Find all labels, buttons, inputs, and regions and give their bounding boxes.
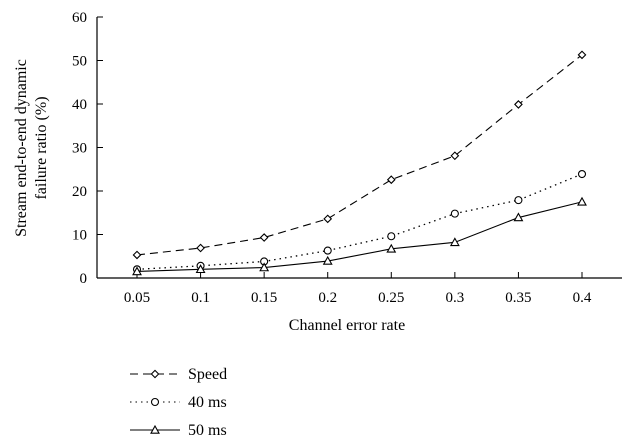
y-tick-label: 60 [72,10,87,26]
data-point [322,255,333,265]
series-diamond [132,50,587,260]
legend-label: Speed [188,366,227,383]
x-tick-label: 0.35 [505,290,531,306]
data-point [196,243,205,253]
data-point [132,250,142,260]
legend-label: 40 ms [188,394,227,411]
legend-item: 40 ms [130,394,227,411]
data-point [450,151,460,161]
data-point [132,266,142,276]
y-tick-label: 40 [72,97,87,113]
x-axis-label: Channel error rate [289,317,405,334]
y-tick-label: 0 [80,271,88,287]
y-axis-label-line-1: Stream end-to-end dynamic [13,59,30,237]
series-line [136,201,583,273]
data-point [323,214,333,224]
data-point [259,233,269,242]
data-point [514,100,523,109]
x-tick-label: 0.3 [445,290,464,306]
axes [96,17,622,279]
legend-item: Speed [130,366,227,383]
data-point [386,175,396,185]
data-point [450,209,459,218]
y-tick-label: 20 [72,184,87,200]
data-point [195,264,206,274]
legend-item: 50 ms [130,422,227,439]
legend-marker [150,369,160,379]
series-line [136,54,583,256]
legend-marker [150,397,160,407]
legend-label: 50 ms [188,422,227,439]
x-tick-label: 0.1 [191,290,210,306]
data-point [513,212,524,222]
y-axis-label-line-2: failure ratio (%) [33,96,50,199]
y-tick-label: 50 [72,54,87,70]
data-point [323,246,332,255]
y-tick-label: 10 [72,228,87,244]
x-tick-label: 0.2 [318,290,337,306]
data-point [577,196,587,206]
data-point [387,232,396,241]
data-point [386,243,397,253]
data-point [259,262,270,272]
x-tick-label: 0.15 [251,290,277,306]
data-point [449,237,460,247]
tick-marks: 0 10 20 30 40 50 60 0.05 0.1 0.15 0.2 0.25 0.3 0.35 0.… [72,10,592,306]
y-tick-label: 30 [72,141,87,157]
legend: Speed 40 ms 50 ms [130,366,227,439]
data-point [514,196,523,205]
x-tick-label: 0.4 [573,290,592,306]
x-tick-label: 0.25 [378,290,404,306]
x-tick-label: 0.05 [124,290,150,306]
series-circle [132,169,587,274]
series-layer [132,50,587,276]
data-point [577,50,587,60]
legend-marker [150,424,160,434]
data-point [577,169,587,179]
series-triangle [132,196,587,276]
